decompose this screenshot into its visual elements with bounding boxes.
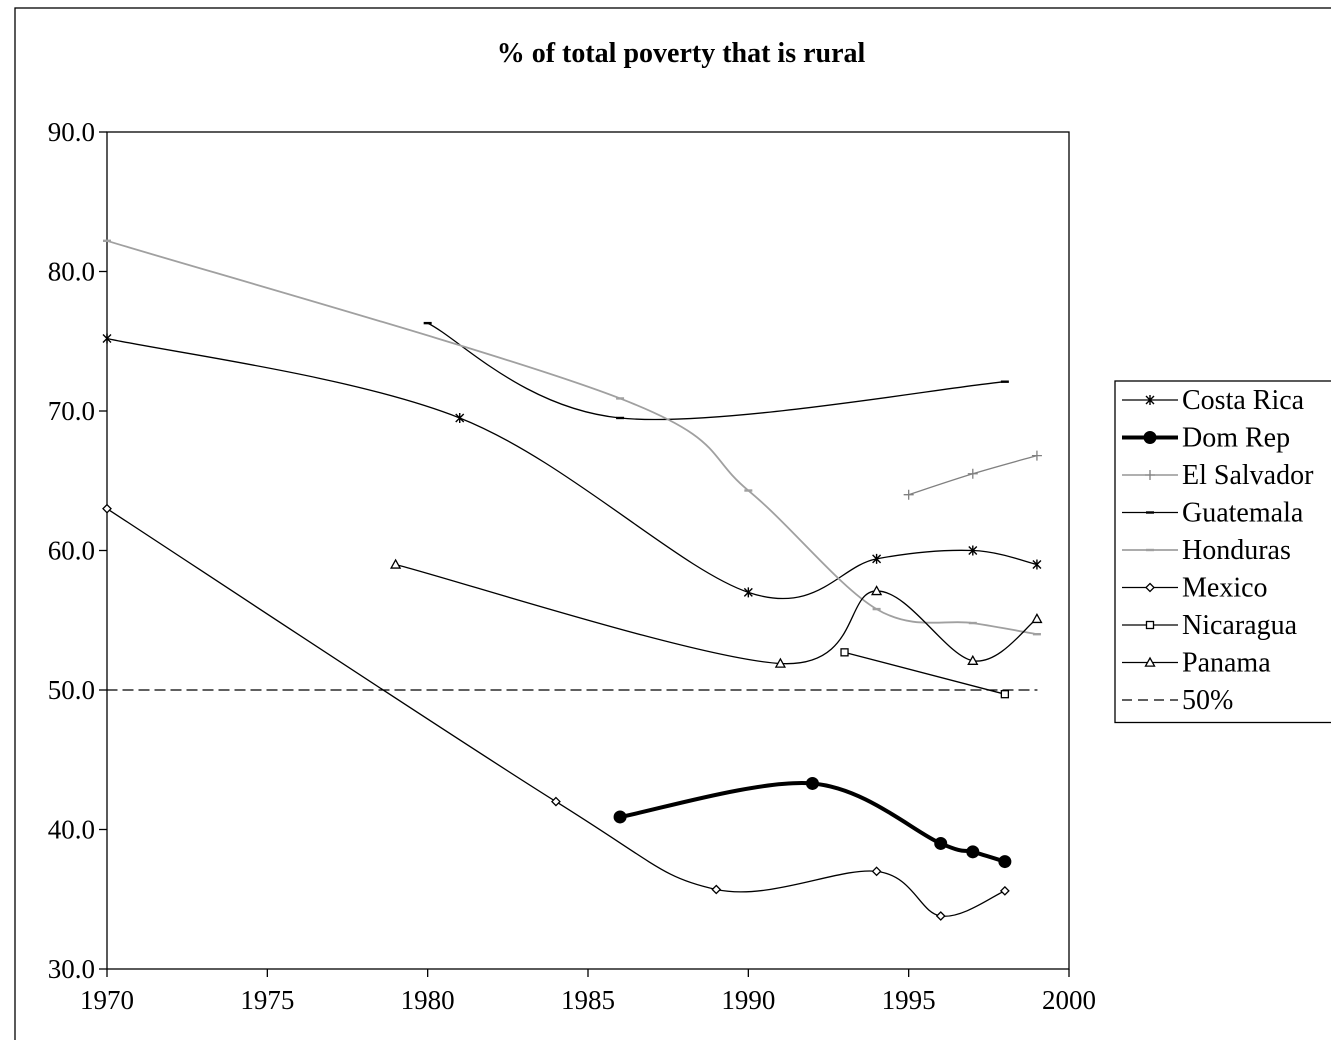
legend-marker-dom-rep xyxy=(1143,431,1157,444)
data-point-panama xyxy=(967,654,979,665)
y-tick-label: 70.0 xyxy=(48,396,95,426)
legend-marker-el-salvador xyxy=(1145,470,1155,480)
chart-area-border xyxy=(14,7,1331,1040)
series-line-guatemala xyxy=(427,322,1006,421)
series-costa-rica xyxy=(102,333,1042,600)
data-point-mexico xyxy=(551,796,561,807)
data-point-panama xyxy=(1031,613,1043,624)
data-point-dom-rep xyxy=(934,836,948,850)
series-line-honduras xyxy=(106,239,1038,636)
data-point-panama xyxy=(870,585,883,596)
data-point-dom-rep xyxy=(998,855,1012,869)
plot-area: 30.0 40.0 50.0 60.0 70.0 80.0 90.0 1970 1975 1980… xyxy=(48,117,1096,1015)
series-honduras xyxy=(103,239,1041,636)
y-tick-label: 30.0 xyxy=(48,954,95,984)
data-point-nicaragua xyxy=(1000,690,1010,699)
y-tick-label: 40.0 xyxy=(48,815,95,845)
y-tick-label: 60.0 xyxy=(48,536,95,566)
x-tick-label: 1970 xyxy=(80,985,134,1015)
legend-label-dom-rep: Dom Rep xyxy=(1182,423,1290,454)
chart-title: % of total poverty that is rural xyxy=(497,38,866,69)
series-mexico xyxy=(102,503,1010,921)
y-tick-label: 50.0 xyxy=(48,675,95,705)
data-point-el-salvador xyxy=(903,489,914,500)
data-point-mexico xyxy=(102,503,112,514)
legend-label-mexico: Mexico xyxy=(1182,573,1268,604)
legend-marker-nicaragua xyxy=(1145,620,1155,630)
series-guatemala xyxy=(423,321,1009,421)
series-line-mexico xyxy=(106,508,1006,917)
series-nicaragua xyxy=(840,648,1010,699)
legend-label-nicaragua: Nicaragua xyxy=(1182,610,1298,641)
x-tick-label: 1980 xyxy=(401,985,455,1015)
data-point-el-salvador xyxy=(967,468,978,479)
legend-label-el-salvador: El Salvador xyxy=(1182,460,1314,491)
data-point-mexico xyxy=(999,885,1010,896)
x-tick-label: 2000 xyxy=(1042,985,1096,1015)
series-dom-rep xyxy=(613,776,1012,869)
data-point-costa-rica xyxy=(968,545,978,556)
legend: Costa Rica Dom Rep El Salvador Guatemala Hon… xyxy=(1114,380,1331,724)
data-point-mexico xyxy=(711,884,722,895)
data-point-panama xyxy=(774,657,787,668)
x-tick-label: 1975 xyxy=(240,985,294,1015)
y-tick-label: 80.0 xyxy=(48,257,95,287)
data-point-dom-rep xyxy=(966,845,980,859)
data-point-costa-rica xyxy=(872,553,882,564)
data-point-costa-rica xyxy=(455,412,465,423)
data-point-mexico xyxy=(871,866,882,877)
legend-label-50: 50% xyxy=(1182,685,1233,716)
series-line-costa-rica xyxy=(106,337,1038,600)
x-tick-label: 1990 xyxy=(721,985,775,1015)
x-tick-label: 1985 xyxy=(561,985,615,1015)
series-panama xyxy=(389,558,1043,668)
data-point-nicaragua xyxy=(840,648,849,657)
data-point-costa-rica xyxy=(102,333,112,344)
legend-label-costa-rica: Costa Rica xyxy=(1182,385,1305,416)
x-tick-label: 1995 xyxy=(882,985,936,1015)
y-tick-label: 90.0 xyxy=(48,117,95,147)
legend-marker-mexico xyxy=(1145,582,1155,593)
data-point-el-salvador xyxy=(1031,450,1042,461)
data-point-dom-rep xyxy=(613,810,627,824)
legend-marker-panama xyxy=(1144,656,1156,667)
data-point-panama xyxy=(389,558,402,569)
legend-label-panama: Panama xyxy=(1182,648,1271,679)
data-point-costa-rica xyxy=(1032,559,1042,570)
series-line-nicaragua xyxy=(843,651,1006,695)
data-point-costa-rica xyxy=(743,587,753,598)
legend-marker-costa-rica xyxy=(1145,395,1155,405)
legend-label-guatemala: Guatemala xyxy=(1182,498,1304,529)
legend-label-honduras: Honduras xyxy=(1182,535,1291,566)
data-point-mexico xyxy=(935,911,946,921)
series-el-salvador xyxy=(903,450,1042,500)
data-point-dom-rep xyxy=(805,776,819,790)
